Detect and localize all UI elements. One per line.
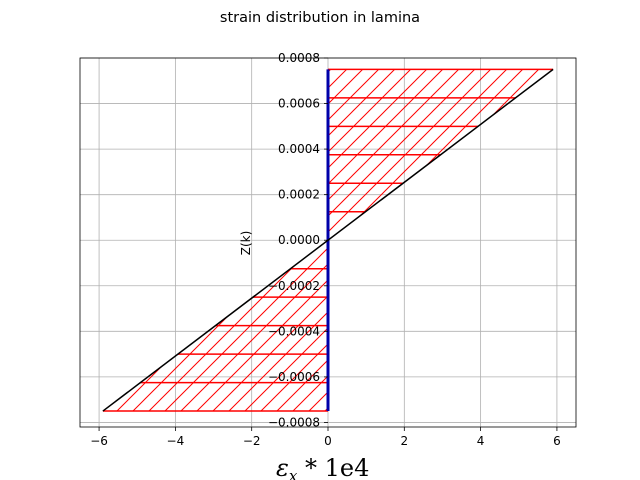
x-axis-label-suffix: * 1e4	[297, 454, 369, 480]
x-axis-label-subscript: x	[289, 467, 298, 480]
x-tick-label: −6	[90, 434, 108, 448]
x-tick-label: 6	[553, 434, 561, 448]
x-tick-label: 0	[324, 434, 332, 448]
y-tick-label: −0.0006	[268, 370, 320, 384]
y-tick-label: 0.0000	[278, 233, 320, 247]
y-tick-label: −0.0002	[268, 279, 320, 293]
x-tick-label: 4	[477, 434, 485, 448]
chart-title: strain distribution in lamina	[220, 10, 420, 26]
x-axis-label: εx * 1e4	[276, 454, 369, 480]
y-tick-label: 0.0002	[278, 188, 320, 202]
y-tick-label: 0.0008	[278, 51, 320, 65]
x-tick-label: −2	[243, 434, 261, 448]
y-tick-label: 0.0004	[278, 142, 320, 156]
x-axis-label-symbol: ε	[276, 454, 289, 480]
y-tick-labels: −0.0008 −0.0006 −0.0004 −0.0002 0.0000 0.0002…	[268, 51, 320, 429]
axes	[79, 57, 577, 431]
y-tick-label: 0.0006	[278, 97, 320, 111]
x-tick-label: 2	[400, 434, 408, 448]
y-tick-label: −0.0004	[268, 324, 320, 338]
y-axis-label: Z(k)	[239, 231, 253, 256]
y-tick-label: −0.0008	[268, 415, 320, 429]
x-tick-label: −4	[167, 434, 185, 448]
layer-boundaries	[102, 68, 554, 412]
x-tick-labels: −6 −4 −2 0 2 4 6	[90, 434, 561, 448]
